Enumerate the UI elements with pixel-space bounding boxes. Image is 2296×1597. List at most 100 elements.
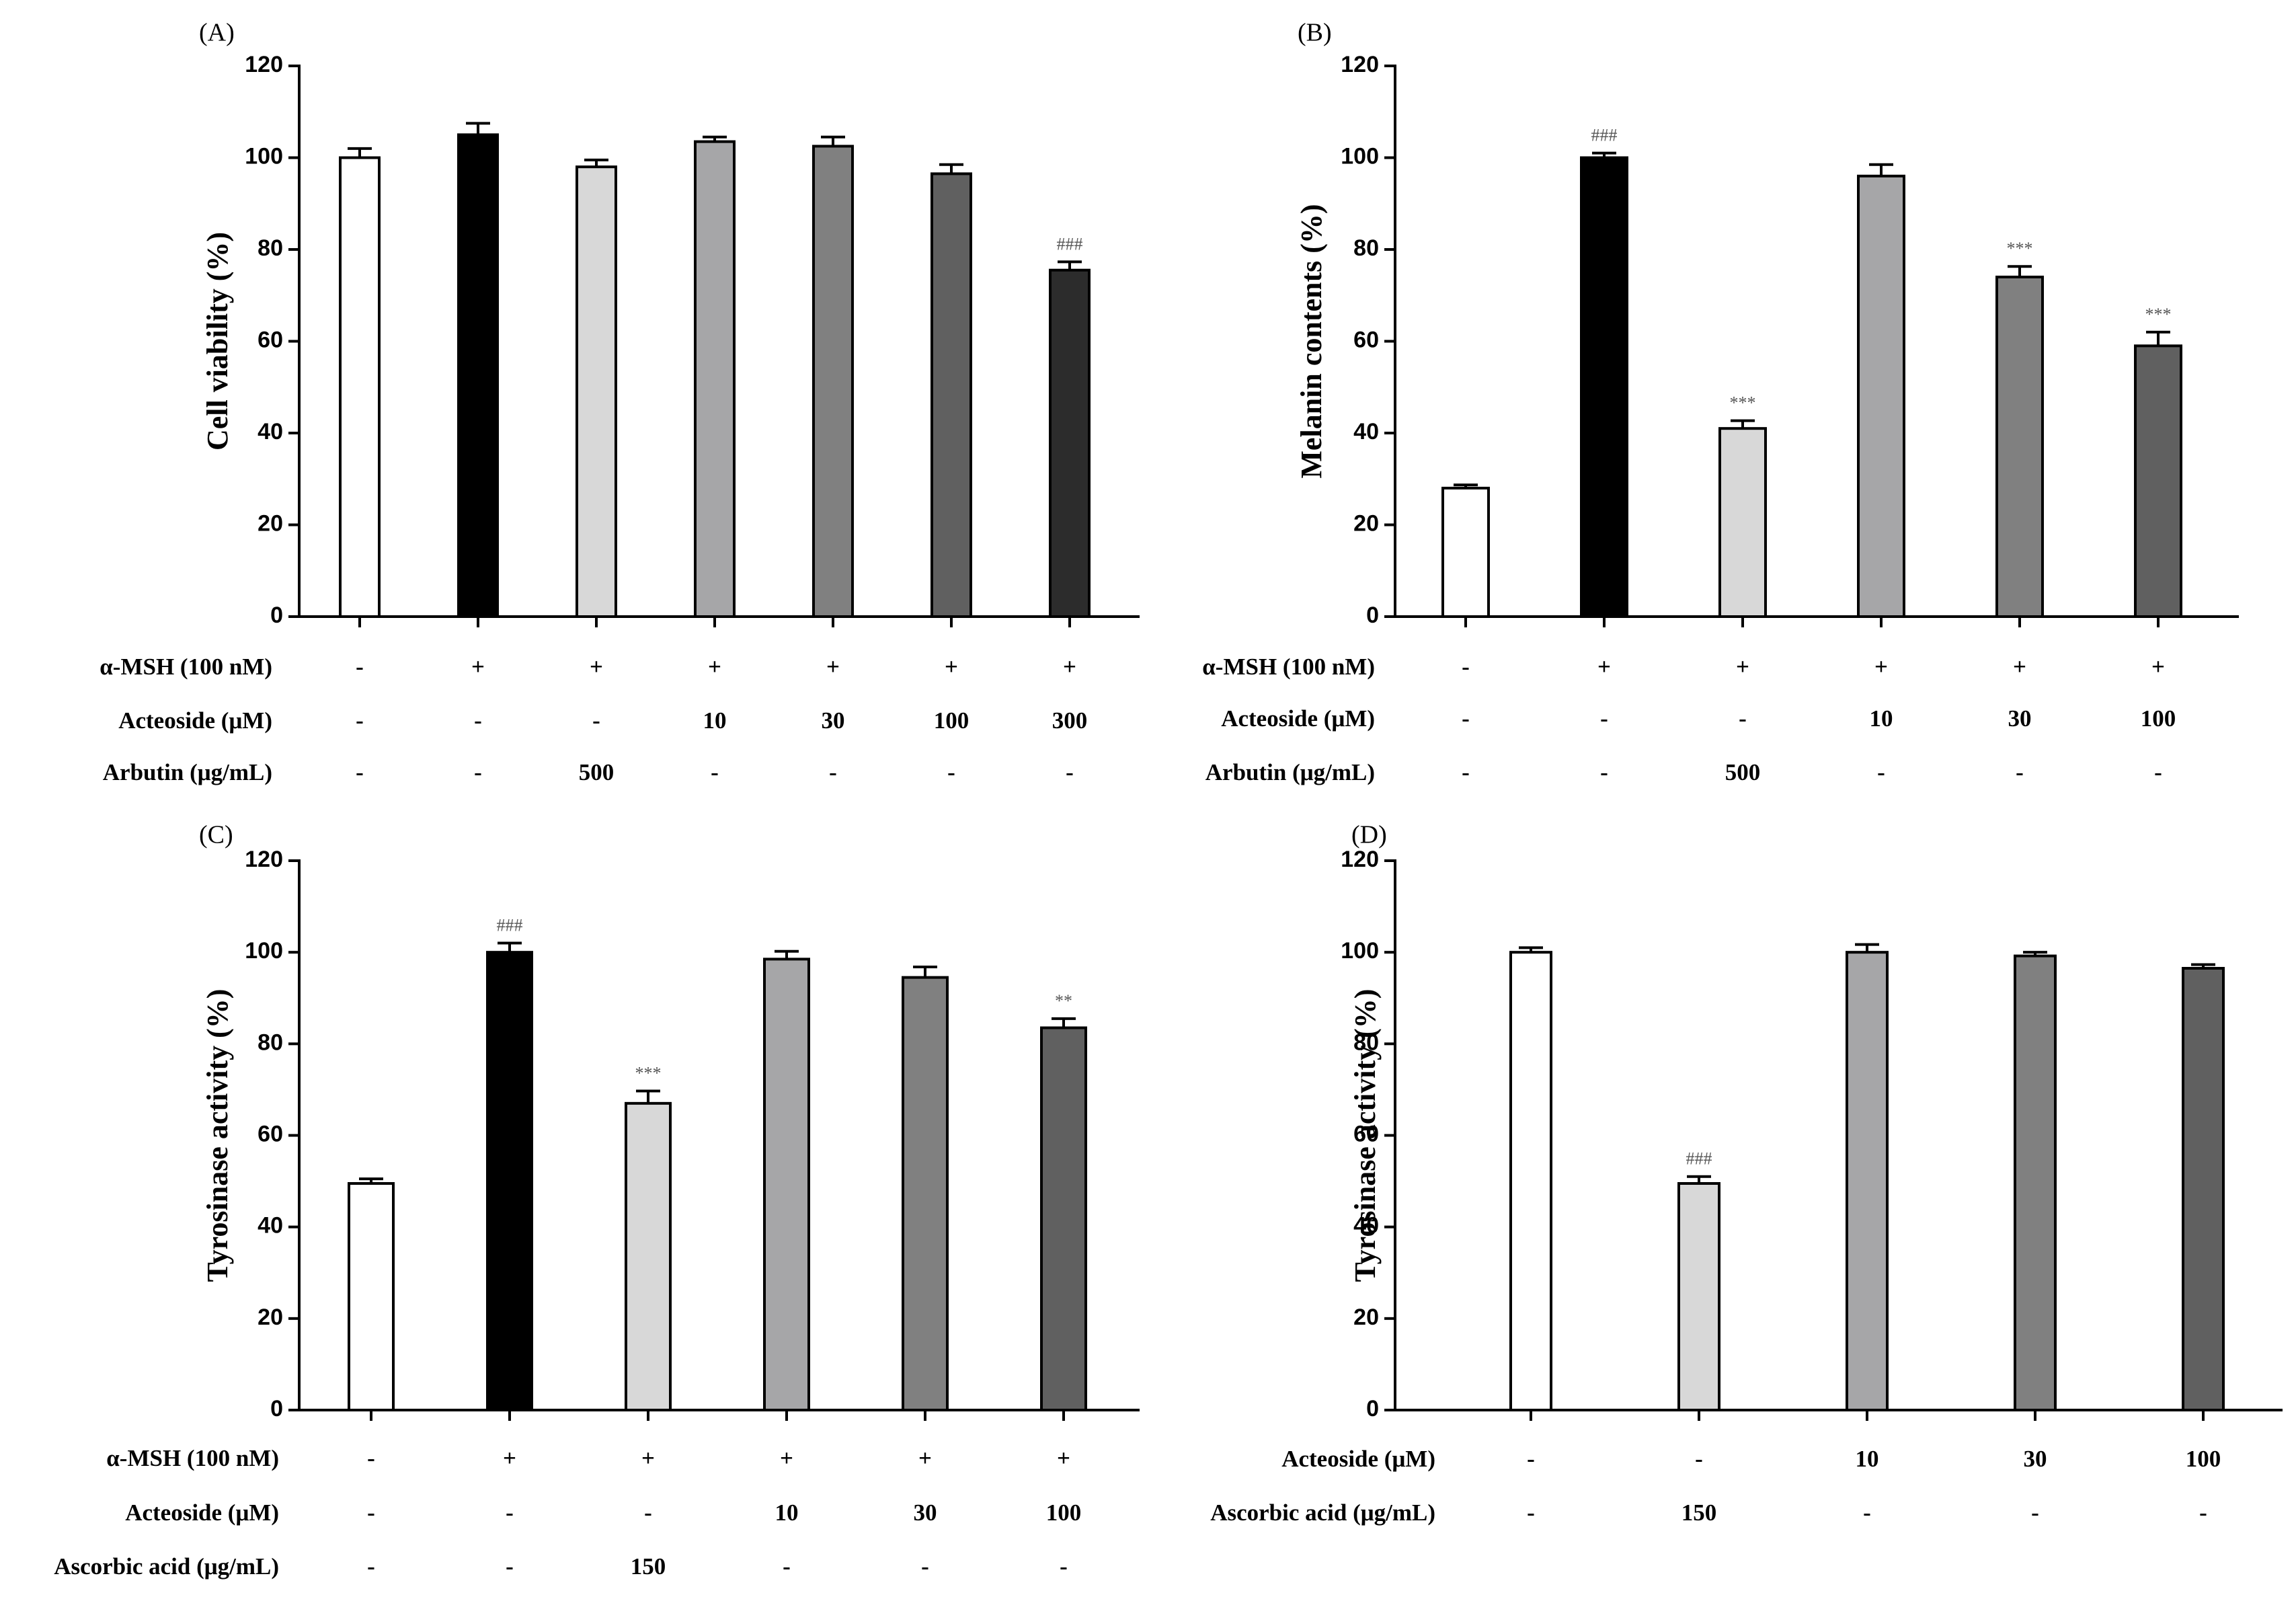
chart-panel-a: (A) Cell viability (%) 0 20 40 60 80 100 120 ### α… (100, 19, 1140, 785)
condition-label: α-MSH (100 nM) (106, 1445, 279, 1471)
y-tick-label: 20 (1353, 1304, 1379, 1330)
chart-panel-d: (D) Tyrosinase activity (%) 0 20 40 60 80 100 12… (1210, 821, 2283, 1526)
condition-value: + (708, 654, 721, 680)
y-tick-label: 0 (1366, 602, 1379, 628)
condition-value: - (506, 1553, 514, 1580)
condition-value: 10 (703, 707, 727, 734)
panel-label: (C) (199, 821, 233, 849)
condition-value: - (921, 1553, 929, 1580)
bar (2014, 954, 2057, 1411)
y-tick-label: 60 (258, 1121, 283, 1146)
y-tick-label: 40 (258, 419, 283, 444)
chart-panel-c: (C) Tyrosinase activity (%) 0 20 40 60 80 100 12… (54, 821, 1140, 1580)
panel-label: (B) (1298, 19, 1332, 47)
condition-label: Acteoside (μM) (1281, 1446, 1435, 1472)
condition-label: Acteoside (μM) (1221, 705, 1375, 732)
y-tick-label: 80 (258, 235, 283, 261)
condition-value: - (1739, 705, 1747, 732)
condition-value: 100 (1046, 1499, 1082, 1526)
condition-label: α-MSH (100 nM) (100, 654, 272, 680)
condition-value: + (1597, 654, 1611, 680)
bar (1040, 1026, 1087, 1411)
y-tick-label: 100 (245, 143, 283, 169)
significance-mark: ### (1686, 1149, 1712, 1169)
condition-value: + (503, 1445, 516, 1471)
condition-value: 150 (1681, 1499, 1717, 1526)
significance-mark: *** (2145, 305, 2172, 324)
condition-value: 300 (1052, 707, 1088, 734)
bar (1857, 174, 1905, 618)
bar (1441, 486, 1490, 619)
condition-value: + (1874, 654, 1888, 680)
condition-value: - (367, 1553, 375, 1580)
condition-value: - (1462, 654, 1470, 680)
condition-value: + (590, 654, 603, 680)
condition-value: - (711, 759, 719, 785)
condition-value: 30 (2008, 705, 2032, 732)
y-axis-title: Tyrosinase activity (%) (1349, 989, 1382, 1282)
y-tick-label: 100 (1341, 938, 1379, 964)
condition-label: Ascorbic acid (μg/mL) (1210, 1499, 1435, 1526)
condition-value: + (471, 654, 485, 680)
y-tick-label: 20 (258, 510, 283, 536)
bar (1718, 427, 1767, 618)
y-tick-label: 100 (1341, 143, 1379, 169)
y-tick-label: 100 (245, 938, 283, 964)
bar (339, 156, 381, 618)
condition-value: + (826, 654, 840, 680)
bar (1049, 268, 1091, 618)
condition-value: - (367, 1445, 375, 1471)
condition-value: + (1063, 654, 1076, 680)
condition-label: Acteoside (μM) (118, 707, 272, 734)
condition-value: - (1695, 1446, 1703, 1472)
significance-mark: ** (1055, 991, 1072, 1011)
condition-value: - (356, 707, 364, 734)
condition-value: - (1600, 759, 1608, 785)
y-tick-label: 120 (1341, 52, 1379, 77)
bar (931, 172, 972, 618)
condition-value: + (780, 1445, 793, 1471)
condition-value: - (474, 759, 482, 785)
y-tick-label: 40 (1353, 419, 1379, 444)
condition-value: - (1527, 1499, 1535, 1526)
condition-value: - (1060, 1553, 1068, 1580)
condition-value: - (829, 759, 837, 785)
condition-value: + (945, 654, 958, 680)
condition-value: + (2151, 654, 2165, 680)
condition-value: 100 (2141, 705, 2176, 732)
bar (763, 958, 810, 1411)
condition-value: - (356, 654, 364, 680)
bar (2134, 344, 2182, 618)
bar (902, 976, 949, 1412)
condition-value: 10 (775, 1499, 799, 1526)
condition-value: - (367, 1499, 375, 1526)
bar (2182, 966, 2225, 1411)
y-tick-label: 60 (1353, 327, 1379, 352)
y-axis-title: Melanin contents (%) (1295, 204, 1328, 478)
condition-value: - (2016, 759, 2024, 785)
y-tick-label: 120 (245, 847, 283, 872)
y-tick-label: 80 (258, 1029, 283, 1055)
condition-label: Ascorbic acid (μg/mL) (54, 1553, 279, 1580)
condition-value: - (2154, 759, 2162, 785)
y-axis-title: Cell viability (%) (201, 232, 234, 451)
condition-value: - (356, 759, 364, 785)
y-tick-label: 60 (258, 327, 283, 352)
condition-value: - (2199, 1499, 2207, 1526)
condition-value: + (918, 1445, 932, 1471)
significance-mark: ### (1591, 126, 1618, 145)
condition-value: - (1527, 1446, 1535, 1472)
condition-value: 30 (822, 707, 845, 734)
condition-value: + (1057, 1445, 1070, 1471)
bar (576, 165, 617, 618)
y-axis-title: Tyrosinase activity (%) (201, 989, 234, 1282)
condition-value: - (1462, 705, 1470, 732)
condition-value: 30 (914, 1499, 937, 1526)
y-tick-label: 80 (1353, 235, 1379, 261)
y-tick-label: 0 (1366, 1396, 1379, 1421)
condition-value: + (2013, 654, 2026, 680)
condition-value: - (644, 1499, 652, 1526)
condition-value: 10 (1870, 705, 1893, 732)
bar (457, 133, 499, 618)
